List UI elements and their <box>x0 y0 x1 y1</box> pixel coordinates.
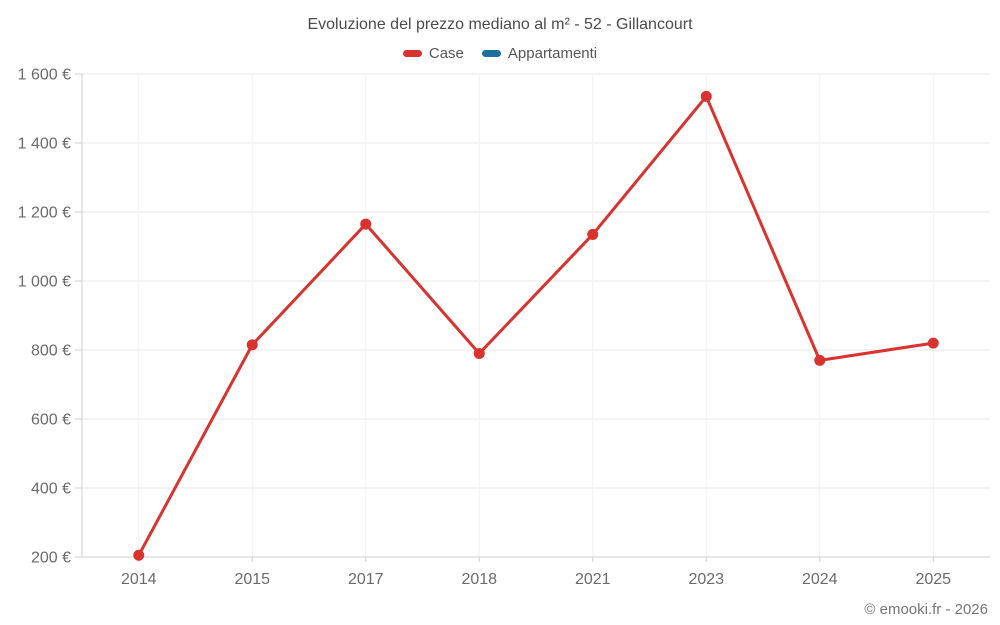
data-point[interactable] <box>700 90 712 102</box>
x-axis-label: 2018 <box>461 571 497 588</box>
y-axis-label: 1 400 € <box>18 136 71 153</box>
case-color-swatch <box>402 50 422 57</box>
x-axis-label: 2023 <box>688 571 724 588</box>
legend-label-case: Case <box>428 45 464 62</box>
appartamenti-color-swatch <box>481 50 501 57</box>
y-axis-label: 800 € <box>31 343 71 360</box>
y-axis-label: 600 € <box>31 412 71 429</box>
x-axis-label: 2017 <box>348 571 384 588</box>
data-point[interactable] <box>814 354 826 366</box>
data-point[interactable] <box>587 228 599 240</box>
x-axis-label: 2024 <box>802 571 838 588</box>
data-point[interactable] <box>473 347 485 359</box>
series-line-case <box>137 94 935 557</box>
copyright-footer: © emooki.fr - 2026 <box>864 601 988 618</box>
legend-item-case[interactable]: Case <box>402 45 464 62</box>
y-axis-label: 400 € <box>31 481 71 498</box>
legend-item-appartamenti[interactable]: Appartamenti <box>481 45 598 62</box>
legend-label-appartamenti: Appartamenti <box>507 45 598 62</box>
chart-title: Evoluzione del prezzo mediano al m² - 52… <box>307 16 693 33</box>
chart-legend: Case Appartamenti <box>0 45 1000 62</box>
y-axis-label: 1 200 € <box>18 205 71 222</box>
y-axis-label: 1 000 € <box>18 274 71 291</box>
x-axis-label: 2015 <box>234 571 270 588</box>
data-point[interactable] <box>927 337 939 349</box>
y-axis-label: 200 € <box>31 550 71 567</box>
data-point[interactable] <box>246 339 258 351</box>
x-axis-label: 2025 <box>915 571 951 588</box>
x-axis-label: 2021 <box>575 571 611 588</box>
data-point[interactable] <box>360 218 372 230</box>
data-point[interactable] <box>133 549 145 561</box>
x-axis-label: 2014 <box>121 571 157 588</box>
y-axis-label: 1 600 € <box>18 67 71 84</box>
